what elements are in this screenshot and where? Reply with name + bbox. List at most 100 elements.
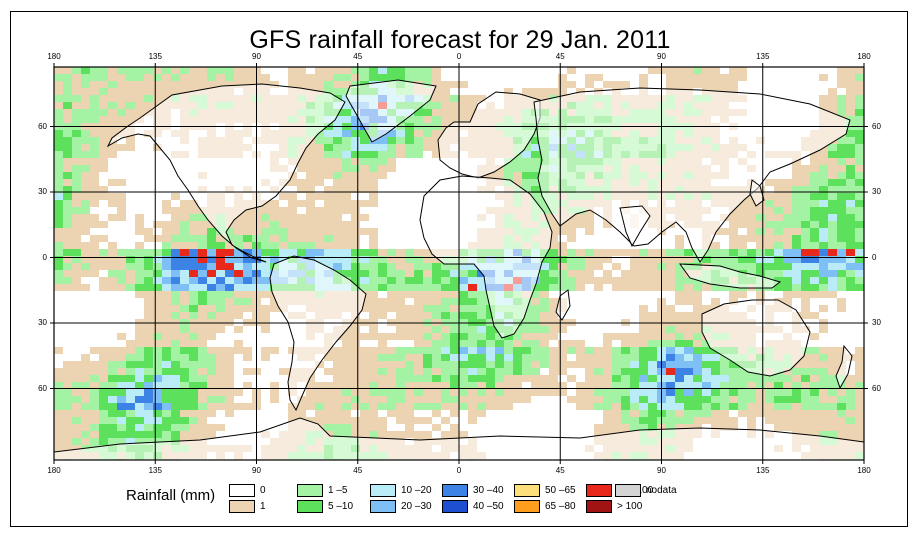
rain-cell <box>810 235 819 242</box>
lon-tick-label-top: 180 <box>47 52 61 61</box>
rain-cell <box>180 235 189 242</box>
rain-cell <box>378 151 387 158</box>
rain-cell <box>216 235 225 242</box>
rain-cell <box>324 221 333 228</box>
lat-tick-label-left: 30 <box>38 318 47 327</box>
rain-cell <box>504 347 513 354</box>
rain-cell <box>387 368 396 375</box>
rain-cell <box>171 291 180 298</box>
rain-cell <box>342 165 351 172</box>
rain-cell <box>315 249 324 256</box>
rain-cell <box>171 221 180 228</box>
rain-cell <box>801 235 810 242</box>
rain-cell <box>459 340 468 347</box>
rain-cell <box>432 347 441 354</box>
rain-cell <box>846 256 855 263</box>
rain-cell <box>279 249 288 256</box>
rain-cell <box>216 263 225 270</box>
rain-cell <box>477 368 486 375</box>
rain-cell <box>423 368 432 375</box>
rain-cell <box>108 389 117 396</box>
rain-cell <box>162 74 171 81</box>
rain-cell <box>693 81 702 88</box>
rain-cell <box>207 228 216 235</box>
rain-cell <box>54 417 63 424</box>
rain-cell <box>846 417 855 424</box>
rain-cell <box>171 242 180 249</box>
rain-cell <box>594 263 603 270</box>
rain-cell <box>684 333 693 340</box>
rain-cell <box>216 242 225 249</box>
rain-cell <box>720 81 729 88</box>
rain-cell <box>324 193 333 200</box>
rain-cell <box>828 228 837 235</box>
rain-cell <box>72 256 81 263</box>
rain-cell <box>189 263 198 270</box>
rain-cell <box>558 284 567 291</box>
rain-cell <box>774 179 783 186</box>
rain-cell <box>315 158 324 165</box>
rain-cell <box>360 200 369 207</box>
rain-cell <box>333 389 342 396</box>
rain-cell <box>522 186 531 193</box>
rain-cell <box>522 144 531 151</box>
rain-cell <box>729 361 738 368</box>
rain-cell <box>756 207 765 214</box>
rain-cell <box>675 368 684 375</box>
rain-cell <box>342 424 351 431</box>
rain-cell <box>189 326 198 333</box>
rain-cell <box>837 109 846 116</box>
rain-cell <box>243 382 252 389</box>
rain-cell <box>828 200 837 207</box>
rain-cell <box>837 172 846 179</box>
rain-cell <box>351 81 360 88</box>
rain-cell <box>729 389 738 396</box>
lat-tick-label-left: 60 <box>38 121 47 131</box>
rain-cell <box>432 291 441 298</box>
rain-cell <box>468 354 477 361</box>
rain-cell <box>423 277 432 284</box>
rain-cell <box>639 333 648 340</box>
rain-cell <box>549 305 558 312</box>
rain-cell <box>450 410 459 417</box>
rain-cell <box>90 179 99 186</box>
rain-cell <box>846 431 855 438</box>
rain-cell <box>405 410 414 417</box>
rain-cell <box>162 249 171 256</box>
rain-cell <box>792 186 801 193</box>
rain-cell <box>342 382 351 389</box>
rain-cell <box>666 417 675 424</box>
rain-cell <box>189 270 198 277</box>
rain-cell <box>333 74 342 81</box>
rain-cell <box>828 361 837 368</box>
rain-cell <box>819 410 828 417</box>
rain-cell <box>459 95 468 102</box>
lat-tick-label-left: 0 <box>42 252 47 262</box>
rain-cell <box>180 256 189 263</box>
lon-tick-label-bottom: 180 <box>47 466 61 475</box>
rain-cell <box>216 368 225 375</box>
rain-cell <box>333 228 342 235</box>
rain-cell <box>621 368 630 375</box>
rain-cell <box>225 361 234 368</box>
rain-cell <box>837 137 846 144</box>
rain-cell <box>792 284 801 291</box>
rain-cell <box>765 382 774 389</box>
rain-cell <box>207 270 216 277</box>
rain-cell <box>54 256 63 263</box>
rain-cell <box>189 256 198 263</box>
rain-cell <box>153 438 162 445</box>
rain-cell <box>432 368 441 375</box>
rain-cell <box>855 67 864 74</box>
rain-cell <box>162 305 171 312</box>
rain-cell <box>225 375 234 382</box>
rain-cell <box>378 333 387 340</box>
rain-cell <box>405 382 414 389</box>
rain-cell <box>63 81 72 88</box>
rain-cell <box>828 382 837 389</box>
rain-cell <box>450 116 459 123</box>
rain-cell <box>72 417 81 424</box>
rain-cell <box>810 242 819 249</box>
rain-cell <box>171 207 180 214</box>
rain-cell <box>549 298 558 305</box>
